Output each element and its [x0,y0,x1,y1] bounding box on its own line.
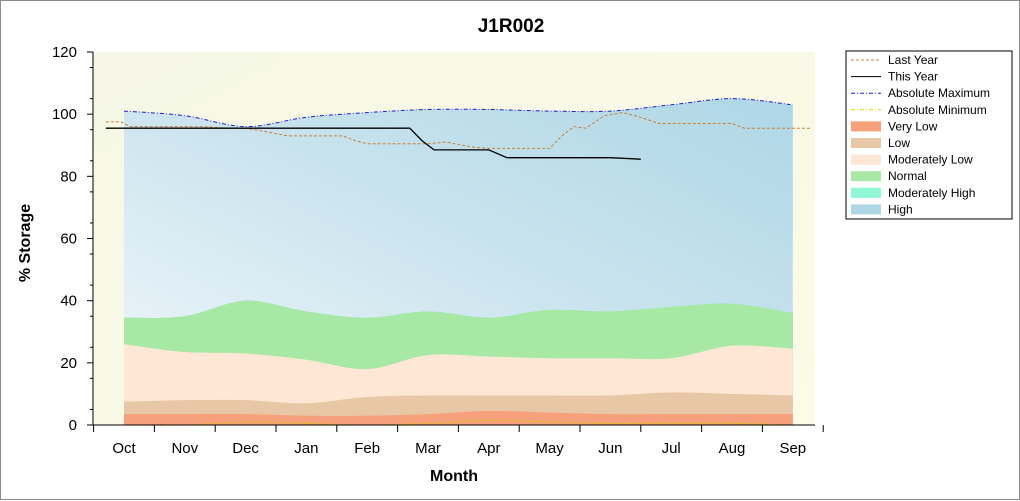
legend-label-absolute-minimum: Absolute Minimum [888,103,987,117]
legend-swatch-normal [851,171,881,182]
y-tick-label-20: 20 [60,355,77,372]
x-tick-label-dec: Dec [232,440,259,457]
legend-swatch-high [851,204,881,215]
legend-swatch-low [851,138,881,148]
y-tick-label-80: 80 [60,168,77,185]
legend-label-low: Low [888,136,910,150]
y-tick-label-40: 40 [60,293,77,310]
legend-label-moderately-low: Moderately Low [888,153,973,167]
series-absolute-minimum [123,419,793,426]
x-tick-label-apr: Apr [477,440,500,457]
legend-swatch-moderately-low [851,154,881,165]
y-tick-label-120: 120 [52,44,77,61]
y-tick-label-100: 100 [52,106,77,123]
x-tick-label-sep: Sep [779,440,806,457]
legend-label-very-low: Very Low [888,119,938,133]
legend-label-high: High [888,202,913,216]
plot-area [105,98,811,426]
legend-label-absolute-maximum: Absolute Maximum [888,86,990,100]
legend-label-moderately-high: Moderately High [888,186,975,200]
x-tick-label-mar: Mar [415,440,441,457]
legend: Last Year This Year Absolute Maximum Absolu… [845,50,1013,220]
y-tick-label-60: 60 [60,231,77,248]
axes: 0 20 40 60 80 100 120 Oct Nov Dec Jan Feb Mar Apr May J… [52,44,824,457]
series-absolute-maximum [123,98,793,128]
legend-swatch-moderately-high [851,187,881,198]
x-axis-title: Month [430,468,478,485]
x-tick-label-may: May [535,440,564,457]
x-tick-label-jul: Jul [662,440,681,457]
y-axis-title: % Storage [17,204,34,282]
legend-swatch-very-low [851,121,881,132]
y-tick-label-0: 0 [69,417,77,434]
legend-label-last-year: Last Year [888,53,938,67]
x-tick-label-feb: Feb [354,440,380,457]
x-tick-label-oct: Oct [112,440,136,457]
series-this-year [105,127,641,160]
chart-title: J1R002 [478,16,545,37]
x-tick-label-jan: Jan [294,440,318,457]
legend-label-normal: Normal [888,169,927,183]
x-tick-label-nov: Nov [171,440,198,457]
series-last-year [105,112,811,149]
band-strip-very-low [124,410,793,425]
legend-label-this-year: This Year [888,70,938,84]
x-tick-label-jun: Jun [598,440,622,457]
x-tick-label-aug: Aug [719,440,746,457]
